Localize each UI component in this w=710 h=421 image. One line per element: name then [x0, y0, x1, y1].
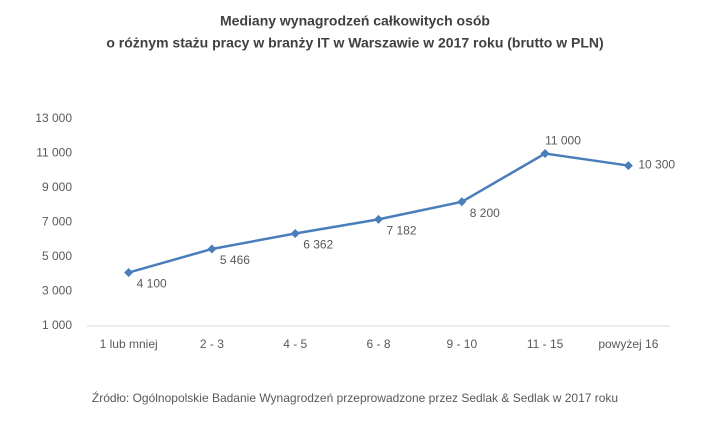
x-tick-label: powyżej 16 — [598, 337, 658, 351]
marker — [207, 244, 217, 254]
y-tick-label: 13 000 — [35, 111, 72, 125]
marker — [540, 149, 550, 158]
data-label: 8 200 — [470, 206, 500, 220]
data-label: 10 300 — [638, 158, 675, 172]
marker — [623, 161, 633, 171]
data-label: 11 000 — [545, 134, 581, 148]
x-tick-label: 6 - 8 — [366, 337, 390, 351]
x-tick-label: 4 - 5 — [283, 337, 307, 351]
marker — [124, 268, 134, 278]
y-tick-label: 3 000 — [42, 284, 72, 298]
data-label: 4 100 — [137, 277, 167, 291]
data-label: 5 466 — [220, 253, 250, 267]
marker — [290, 229, 300, 239]
y-tick-label: 5 000 — [42, 249, 72, 263]
y-tick-label: 11 000 — [36, 146, 72, 160]
x-tick-label: 2 - 3 — [200, 337, 224, 351]
data-label: 7 182 — [387, 224, 417, 238]
chart-title: Mediany wynagrodzeń całkowitych osób — [220, 13, 490, 29]
marker — [374, 214, 383, 224]
data-label: 6 362 — [303, 238, 333, 252]
chart-title: o różnym stażu pracy w branży IT w Warsz… — [106, 35, 603, 51]
y-tick-label: 9 000 — [42, 180, 72, 194]
x-tick-label: 1 lub mniej — [100, 337, 158, 351]
x-tick-label: 9 - 10 — [446, 337, 477, 351]
x-tick-label: 11 - 15 — [527, 337, 564, 351]
y-tick-label: 1 000 — [42, 318, 72, 332]
source-note: Źródło: Ogólnopolskie Badanie Wynagrodze… — [92, 390, 618, 405]
marker — [457, 197, 467, 207]
y-tick-label: 7 000 — [42, 215, 72, 229]
